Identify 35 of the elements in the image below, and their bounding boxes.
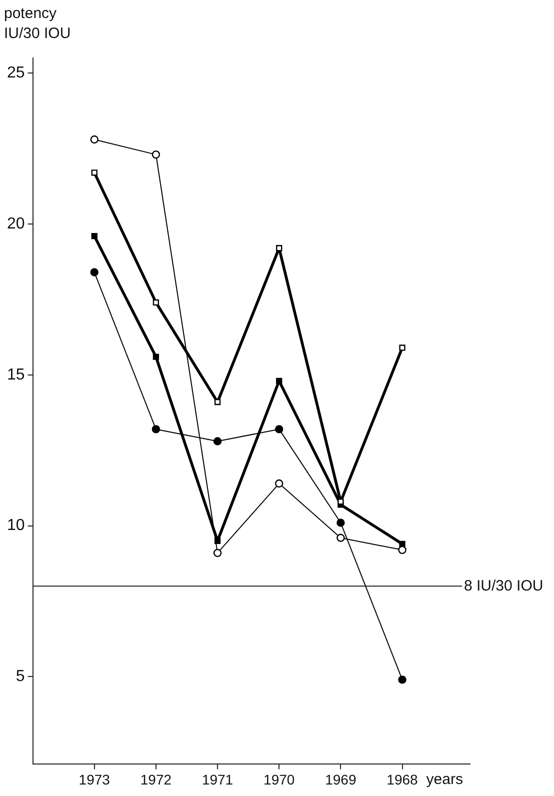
point bbox=[276, 245, 282, 252]
y-axis-title: potency IU/30 IOU bbox=[4, 4, 71, 44]
point bbox=[152, 150, 160, 159]
point bbox=[90, 268, 98, 276]
point bbox=[214, 398, 221, 406]
point bbox=[213, 437, 222, 446]
y-tick-label: 15 bbox=[7, 366, 25, 384]
y-tick-label: 25 bbox=[7, 64, 25, 82]
point bbox=[152, 299, 160, 306]
point bbox=[90, 135, 98, 144]
point bbox=[275, 425, 284, 434]
point bbox=[399, 540, 406, 547]
x-tick-label: 1968 bbox=[386, 771, 418, 788]
x-tick-label: 1972 bbox=[140, 771, 172, 788]
y-tick-label: 5 bbox=[16, 668, 25, 686]
point bbox=[336, 518, 345, 527]
point bbox=[336, 534, 345, 542]
point bbox=[399, 344, 406, 351]
x-tick-label: 1969 bbox=[325, 771, 356, 788]
point bbox=[91, 170, 98, 176]
point bbox=[275, 479, 284, 488]
point bbox=[91, 232, 98, 240]
y-tick-label: 20 bbox=[7, 215, 25, 232]
point bbox=[338, 498, 344, 505]
x-axis-title: years bbox=[426, 770, 463, 788]
x-tick-label: 1973 bbox=[78, 771, 110, 788]
y-tick-label: 10 bbox=[7, 517, 25, 534]
x-tick-label: 1971 bbox=[202, 771, 234, 788]
point bbox=[152, 354, 160, 360]
point bbox=[398, 676, 406, 684]
ref-line-label: 8 IU/30 IOU bbox=[464, 577, 544, 594]
point bbox=[213, 548, 222, 558]
point bbox=[152, 425, 160, 434]
point bbox=[276, 378, 282, 384]
x-tick-label: 1970 bbox=[264, 771, 295, 788]
